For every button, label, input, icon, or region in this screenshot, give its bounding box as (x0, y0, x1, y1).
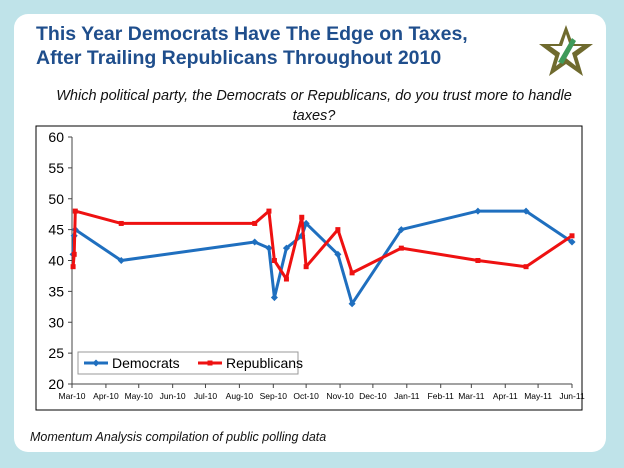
data-point-democrats (474, 207, 482, 215)
data-point-democrats (568, 238, 576, 246)
star-emblem-icon (539, 25, 593, 76)
y-tick-label: 40 (48, 253, 64, 269)
data-point-democrats (397, 226, 405, 234)
legend-box (77, 351, 299, 375)
data-point-republicans (72, 208, 78, 214)
data-point-republicans (271, 258, 277, 263)
data-point-republicans (252, 220, 258, 226)
y-tick-label: 60 (48, 129, 64, 145)
data-point-republicans (523, 264, 529, 270)
x-tick-label: Mar-10 (59, 391, 86, 401)
data-point-republicans (398, 245, 404, 251)
data-point-republicans (335, 227, 341, 233)
data-point-democrats (117, 256, 125, 265)
data-point-republicans (118, 220, 124, 226)
data-point-democrats (302, 219, 310, 227)
x-tick-label: Oct-10 (293, 391, 319, 401)
data-point-republicans (299, 214, 305, 220)
legend-label-democrats: Democrats (112, 355, 180, 371)
legend-label-republicans: Republicans (226, 355, 303, 371)
x-tick-label: Dec-10 (359, 391, 387, 401)
data-point-democrats (282, 244, 290, 252)
x-tick-label: Sep-10 (260, 391, 288, 401)
data-point-democrats (522, 207, 530, 215)
y-tick-label: 35 (48, 283, 64, 299)
data-point-republicans (349, 270, 355, 276)
data-point-democrats (348, 300, 356, 308)
x-tick-label: Apr-11 (493, 391, 518, 401)
chart-subtitle: Which political party, the Democrats or … (56, 88, 572, 124)
x-tick-label: Jun-10 (160, 391, 186, 401)
y-tick-label: 25 (48, 345, 64, 361)
x-tick-label: Nov-10 (326, 391, 354, 401)
x-tick-label: Aug-10 (226, 391, 254, 401)
legend-marker (207, 360, 213, 366)
data-point-democrats (270, 294, 278, 302)
x-tick-label: Feb-11 (428, 391, 455, 401)
x-tick-label: Jan-11 (394, 391, 420, 401)
series-line-republicans (71, 209, 573, 281)
data-point-republicans (70, 264, 76, 270)
source-note: Momentum Analysis compilation of public … (30, 430, 327, 444)
x-tick-label: May-11 (524, 391, 552, 401)
page-title: This Year Democrats Have The Edge on Tax… (36, 23, 468, 69)
data-point-republicans (475, 258, 481, 263)
data-point-republicans (569, 233, 575, 239)
y-tick-label: 55 (48, 160, 64, 176)
y-tick-label: 20 (48, 376, 64, 392)
x-tick-label: May-10 (125, 391, 154, 401)
data-point-republicans (266, 208, 272, 214)
data-point-democrats (265, 244, 273, 252)
x-tick-label: Jul-10 (194, 391, 217, 401)
legend-marker (92, 359, 100, 367)
x-tick-label: Apr-10 (93, 391, 119, 401)
y-tick-label: 45 (48, 222, 64, 238)
data-point-democrats (334, 250, 342, 258)
x-tick-label: Jun-11 (559, 391, 585, 401)
data-point-republicans (71, 251, 77, 257)
x-tick-label: Mar-11 (458, 391, 485, 401)
y-tick-label: 50 (48, 191, 64, 207)
data-point-republicans (303, 264, 309, 270)
series-line-democrats (71, 209, 573, 306)
data-point-republicans (283, 276, 289, 282)
data-point-democrats (251, 238, 259, 246)
y-tick-label: 30 (48, 314, 64, 330)
